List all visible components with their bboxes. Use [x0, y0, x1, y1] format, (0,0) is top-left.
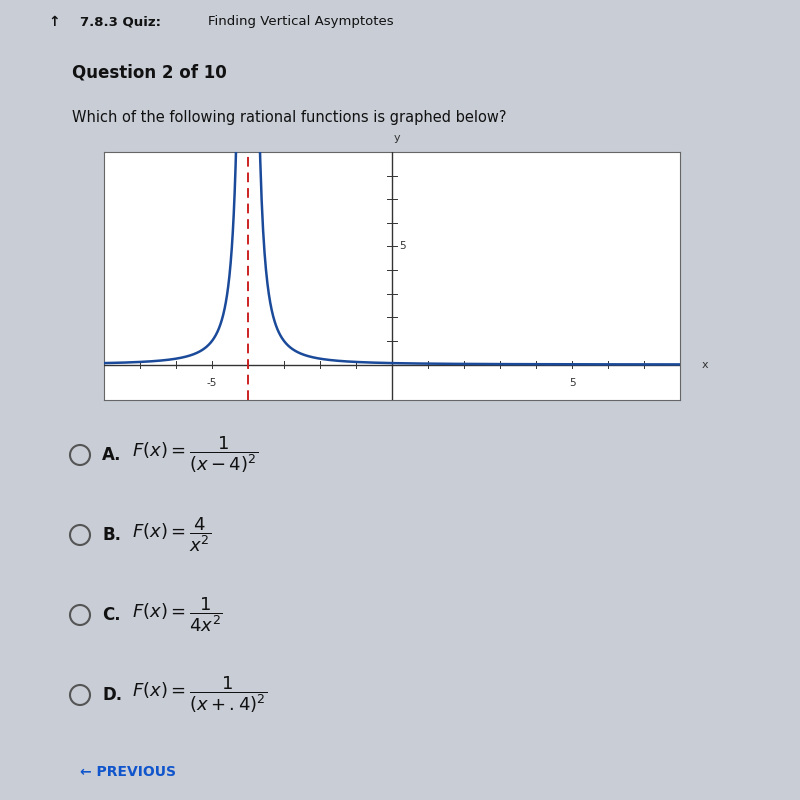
- Text: D.: D.: [102, 686, 122, 704]
- Text: 5: 5: [569, 378, 575, 387]
- Text: $F(x) = \dfrac{1}{(x+.4)^2}$: $F(x) = \dfrac{1}{(x+.4)^2}$: [132, 674, 267, 715]
- Text: Question 2 of 10: Question 2 of 10: [72, 64, 226, 82]
- Text: Which of the following rational functions is graphed below?: Which of the following rational function…: [72, 110, 506, 125]
- Text: ← PREVIOUS: ← PREVIOUS: [80, 765, 176, 779]
- Text: x: x: [702, 359, 709, 370]
- Text: y: y: [394, 133, 401, 143]
- Text: $F(x) = \dfrac{1}{4x^2}$: $F(x) = \dfrac{1}{4x^2}$: [132, 596, 222, 634]
- Text: C.: C.: [102, 606, 121, 624]
- Text: ↑: ↑: [48, 15, 60, 29]
- Text: $F(x) = \dfrac{4}{x^2}$: $F(x) = \dfrac{4}{x^2}$: [132, 516, 211, 554]
- Text: $F(x) = \dfrac{1}{(x-4)^2}$: $F(x) = \dfrac{1}{(x-4)^2}$: [132, 434, 258, 475]
- Text: -5: -5: [207, 378, 217, 387]
- Text: B.: B.: [102, 526, 121, 544]
- Text: 7.8.3 Quiz:: 7.8.3 Quiz:: [80, 15, 161, 29]
- Text: Finding Vertical Asymptotes: Finding Vertical Asymptotes: [208, 15, 394, 29]
- Text: A.: A.: [102, 446, 122, 464]
- Text: 5: 5: [399, 242, 406, 251]
